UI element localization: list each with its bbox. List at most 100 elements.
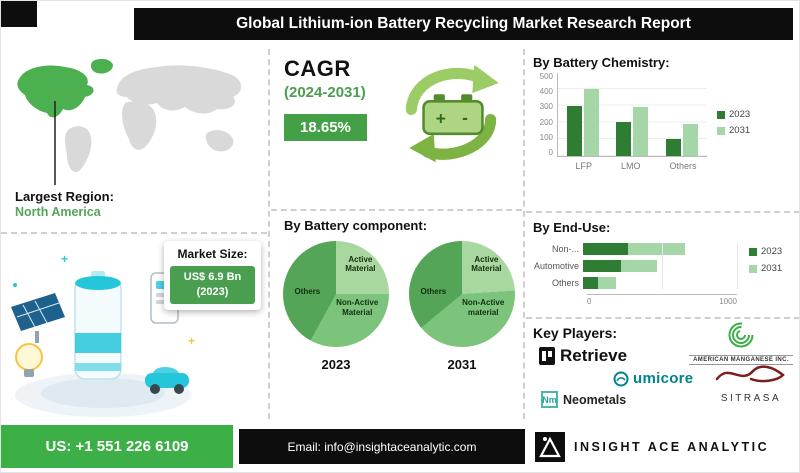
bar-segment-Automotive-2031 — [621, 260, 657, 272]
world-map — [7, 51, 257, 186]
battery-chemistry-chart: 500 400 300 200 100 0 LFP LMO Others 2023 2031 — [531, 72, 799, 172]
cagr-label: CAGR — [284, 56, 351, 81]
category-label: LFP — [575, 161, 592, 171]
enduse-row-Others: Others — [531, 277, 741, 289]
enduse-bar-track — [583, 260, 733, 272]
enduse-rows: Non-... Automotive Others — [531, 243, 741, 289]
svg-text:-: - — [462, 108, 468, 128]
pie-year: 2031 — [447, 357, 477, 372]
battery-chemistry-title: By Battery Chemistry: — [533, 55, 670, 70]
neometals-logo-icon: Nm — [541, 391, 558, 408]
enduse-bar-track — [583, 243, 733, 255]
separator-col3-b — [526, 317, 799, 319]
category-label: Others — [669, 161, 697, 171]
separator-col3-a — [526, 211, 799, 213]
footer-phone: US: +1 551 226 6109 — [1, 425, 233, 468]
neometals-logo: Nm Neometals — [541, 391, 626, 408]
bar-segment-Automotive-2023 — [583, 260, 621, 272]
sitrasa-logo: SITRASA — [707, 361, 795, 404]
cagr-block: CAGR (2024-2031) 18.65% — [284, 56, 367, 141]
separator-vertical-1 — [268, 49, 270, 419]
pie-year: 2023 — [321, 357, 351, 372]
american-manganese-logo-icon — [728, 322, 754, 348]
cagr-period: (2024-2031) — [284, 84, 366, 101]
bar-LFP-2023 — [566, 106, 582, 156]
svg-text:+: + — [188, 334, 195, 348]
x-tick: 1000 — [719, 297, 737, 306]
enduse-category-label: Others — [551, 278, 579, 288]
y-tick: 200 — [539, 117, 553, 127]
pie-slice-label: Others — [294, 286, 321, 296]
pie-block-2023: Active Material Non-Active Material Others… — [280, 241, 392, 372]
enduse-bar-track — [583, 277, 733, 289]
y-tick: 500 — [539, 72, 553, 81]
pie-slice-label: Others — [420, 286, 447, 296]
pie-slice-label: Active Material — [471, 254, 502, 274]
legend-item-2023: 2023 — [749, 246, 782, 257]
legend-label: 2031 — [761, 263, 783, 274]
legend-swatch — [749, 264, 757, 273]
enduse-legend: 2023 2031 — [749, 246, 782, 306]
bar-LMO-2023 — [616, 122, 632, 156]
legend-label: 2023 — [729, 109, 751, 120]
legend-item-2031: 2031 — [717, 125, 750, 136]
category-label: LMO — [620, 161, 641, 171]
bar-Others-2023 — [666, 139, 682, 156]
battery-icon — [422, 100, 484, 136]
chemistry-plot — [557, 73, 707, 157]
y-tick: 100 — [539, 132, 553, 142]
enduse-category-label: Automotive — [533, 261, 579, 271]
legend-swatch — [717, 110, 725, 119]
enduse-xticks: 0 1000 — [587, 297, 737, 306]
footer-email: Email: info@insightaceanalytic.com — [239, 429, 525, 464]
legend-item-2031: 2031 — [749, 263, 782, 274]
largest-region-value: North America — [15, 205, 101, 219]
pie-block-2031: Active Material Non-Active material Others… — [406, 241, 518, 372]
sitrasa-logo-text: SITRASA — [720, 393, 782, 404]
svg-text:+: + — [61, 252, 68, 266]
american-manganese-logo: AMERICAN MANGANESE INC. — [689, 322, 793, 365]
bar-group-LFP — [566, 89, 599, 156]
end-use-chart: Non-... Automotive Others 0 1000 2023 2031 — [531, 238, 799, 306]
umicore-logo: umicore — [613, 370, 693, 387]
solar-panel-icon — [11, 293, 65, 331]
x-tick: 0 — [587, 297, 592, 306]
pie-slice-label: Non-Active Material — [336, 298, 379, 317]
chemistry-legend: 2023 2031 — [717, 109, 750, 157]
page-title: Global Lithium-ion Battery Recycling Mar… — [134, 8, 793, 40]
bar-group-Others — [666, 124, 699, 156]
battery-recycle-icon: + - — [389, 56, 517, 171]
neometals-logo-text: Neometals — [563, 392, 627, 407]
svg-text:+: + — [436, 109, 446, 129]
pie-2031: Active Material Non-Active material Others — [409, 241, 515, 347]
footer-brand: INSIGHT ACE ANALYTIC — [535, 428, 769, 466]
bar-LFP-2031 — [583, 89, 599, 156]
chemistry-categories: LFP LMO Others — [561, 161, 711, 171]
pie-slice-label: Non-Active material — [462, 298, 505, 317]
bar-group-LMO — [616, 107, 649, 156]
cagr-value-badge: 18.65% — [284, 114, 367, 141]
enduse-axis-line — [587, 294, 737, 295]
enduse-category-label: Non-... — [551, 244, 579, 254]
american-manganese-logo-text: AMERICAN MANGANESE INC. — [689, 355, 793, 365]
y-tick: 300 — [539, 102, 553, 112]
bar-segment-Others-2023 — [583, 277, 598, 289]
bar-LMO-2031 — [633, 107, 649, 156]
pie-2023: Active Material Non-Active Material Others — [283, 241, 389, 347]
separator-col1 — [1, 232, 267, 234]
market-size-amount: US$ 6.9 Bn — [183, 271, 242, 283]
sitrasa-logo-icon — [715, 365, 785, 383]
legend-item-2023: 2023 — [717, 109, 750, 120]
retriev-logo: Retrieve — [539, 346, 627, 366]
market-size-label: Market Size: — [177, 247, 248, 261]
umicore-logo-text: umicore — [633, 370, 694, 387]
legend-swatch — [717, 126, 725, 135]
key-players-title: Key Players: — [533, 325, 618, 341]
market-size-card: Market Size: US$ 6.9 Bn (2023) — [164, 241, 261, 310]
retriev-logo-icon — [539, 347, 555, 365]
bar-segment-Non-...-2031 — [628, 243, 685, 255]
umicore-logo-icon — [613, 371, 629, 386]
legend-label: 2031 — [729, 125, 751, 136]
y-tick: 0 — [548, 147, 553, 157]
